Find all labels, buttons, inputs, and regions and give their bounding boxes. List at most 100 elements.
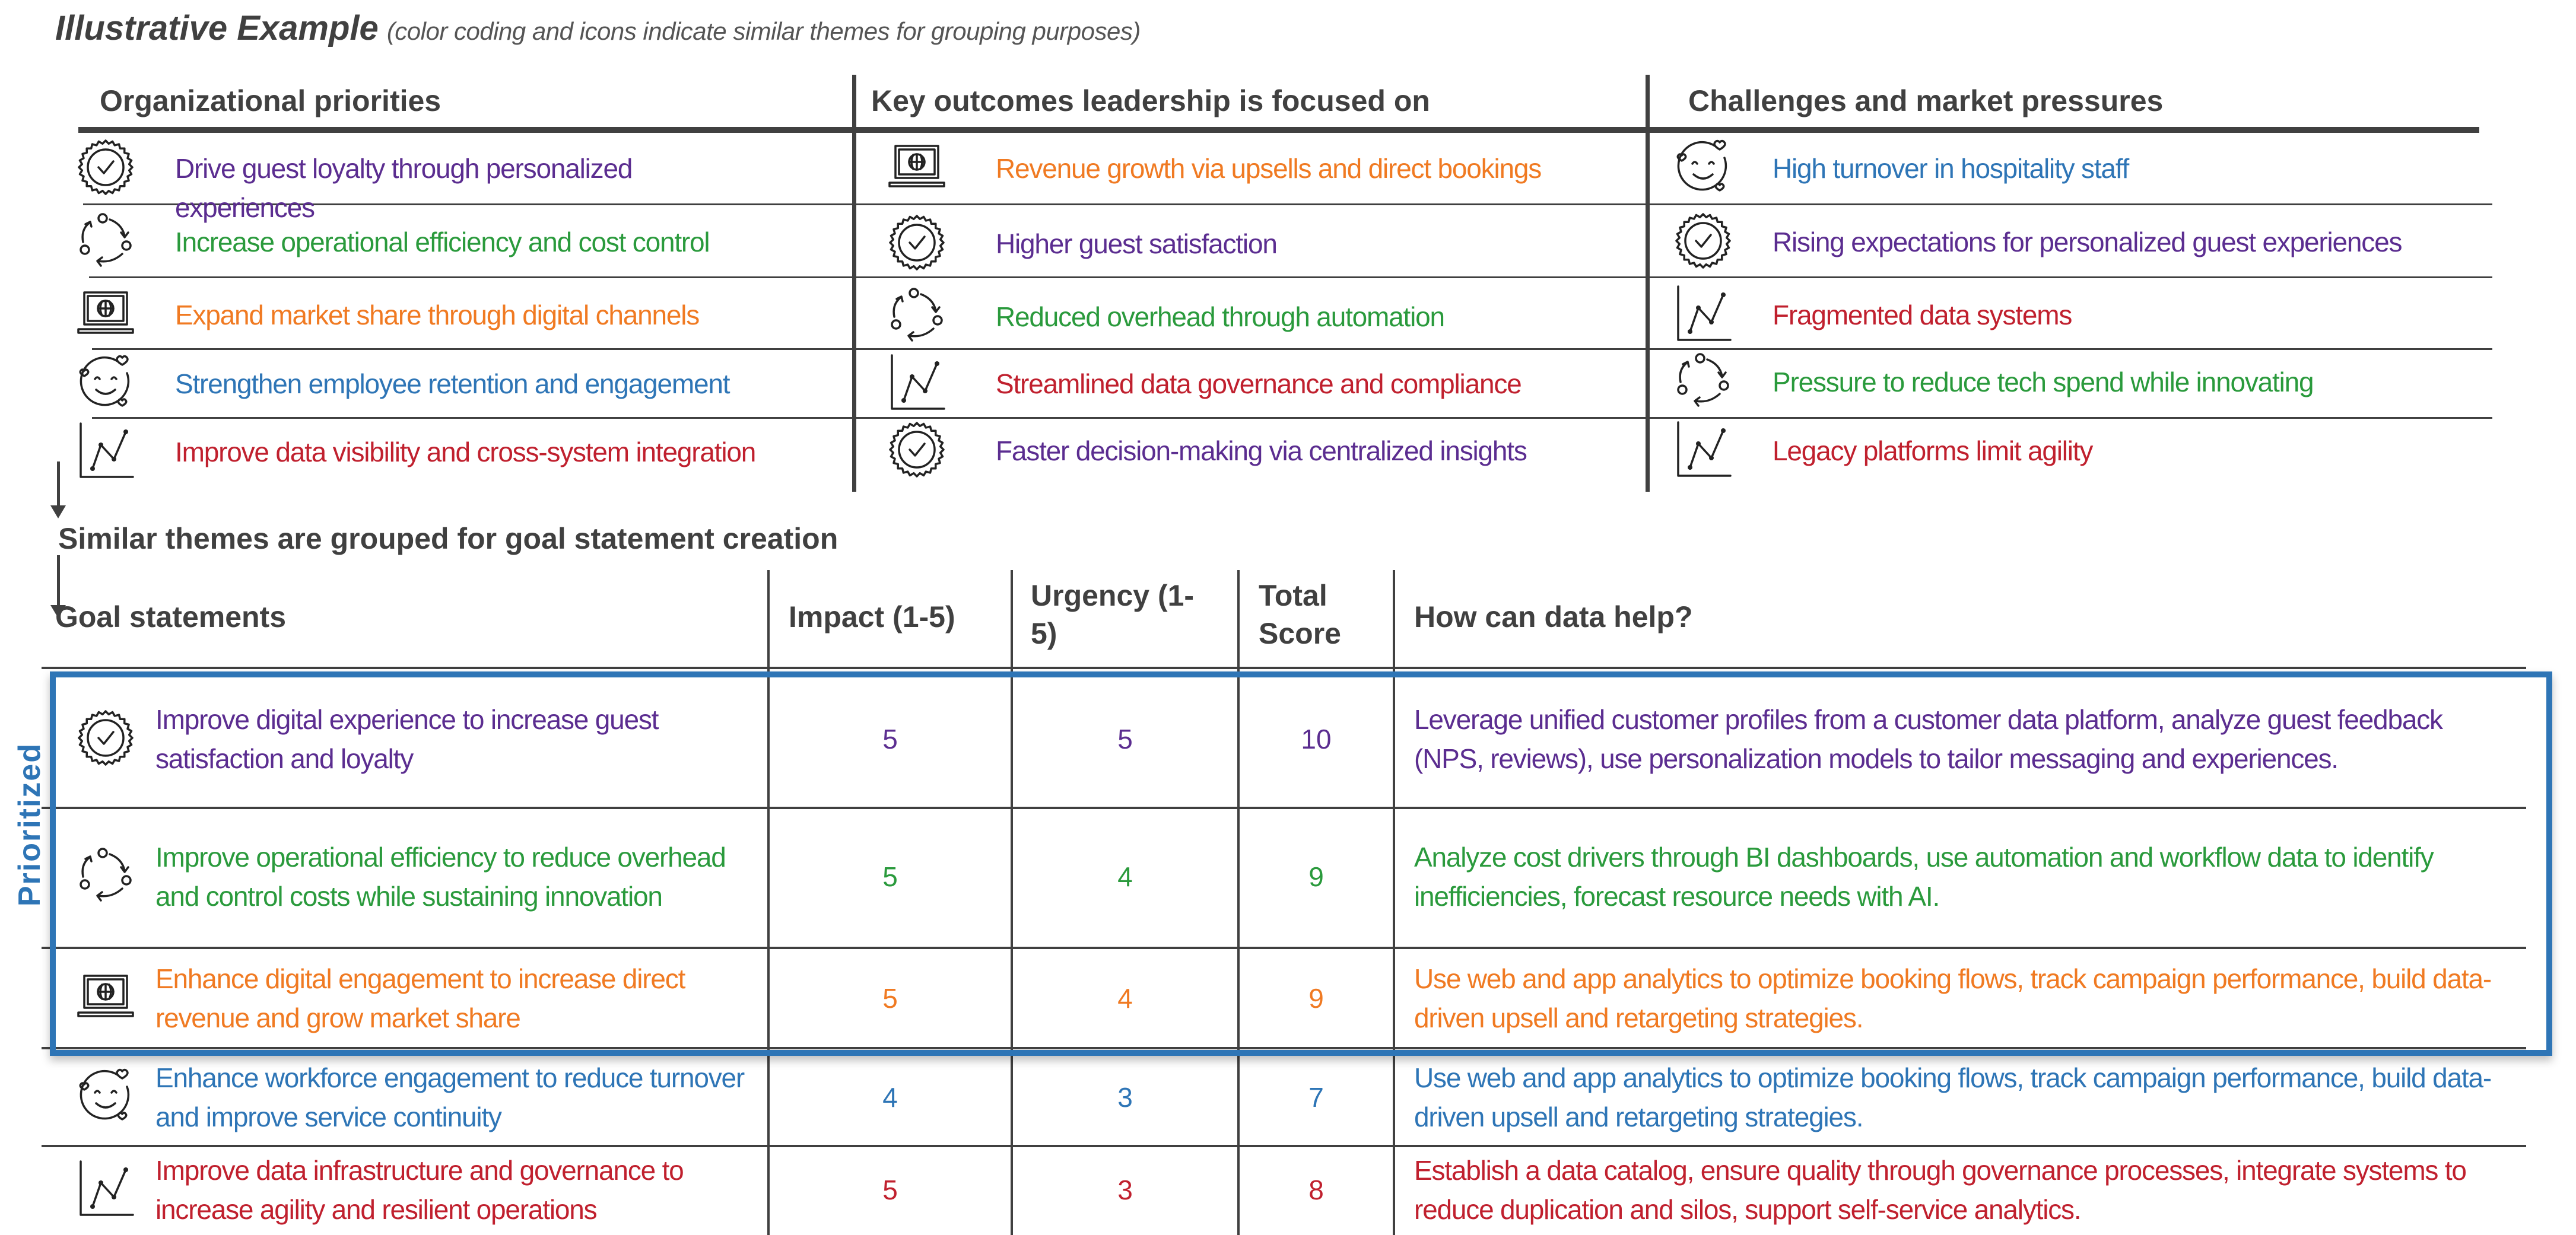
goal-text: Improve operational efficiency to reduce… <box>155 842 726 912</box>
badge-check-icon <box>1673 211 1733 270</box>
prioritized-box <box>50 671 2552 1056</box>
impact-value: 5 <box>882 1174 898 1205</box>
row-divider <box>89 276 852 278</box>
row-divider <box>1650 276 2492 278</box>
row-divider <box>856 417 1646 419</box>
subtitle: (color coding and icons indicate similar… <box>386 17 1141 45</box>
help-cell: Use web and app analytics to optimize bo… <box>1414 947 2500 1050</box>
badge-check-icon <box>76 138 135 197</box>
impact-value: 4 <box>882 1082 898 1113</box>
page-title: Illustrative Example (color coding and ic… <box>55 8 1141 48</box>
column-divider <box>1011 570 1013 1235</box>
line-chart-icon <box>1673 420 1733 479</box>
help-text: Leverage unified customer profiles from … <box>1414 704 2443 774</box>
cycle-arrows-icon <box>1673 351 1733 410</box>
total-value: 8 <box>1308 1174 1324 1205</box>
line-chart-icon <box>887 353 946 412</box>
urgency-value: 3 <box>1117 1082 1133 1113</box>
urgency-value: 3 <box>1117 1174 1133 1205</box>
impact-value: 5 <box>882 983 898 1014</box>
help-text: Use web and app analytics to optimize bo… <box>1414 963 2492 1033</box>
help-cell: Use web and app analytics to optimize bo… <box>1414 1050 2500 1145</box>
row-divider <box>42 807 2526 809</box>
total-header: Total Score <box>1259 579 1341 650</box>
list-item-text: Drive guest loyalty through personalized… <box>175 153 633 223</box>
goal-header: Goal statements <box>55 600 287 634</box>
help-text: Analyze cost drivers through BI dashboar… <box>1414 842 2434 912</box>
impact-value: 5 <box>882 724 898 755</box>
grouping-note: Similar themes are grouped for goal stat… <box>58 522 838 555</box>
help-cell: Leverage unified customer profiles from … <box>1414 671 2500 807</box>
goal-cell: Enhance digital engagement to increase d… <box>155 947 755 1050</box>
title-text: Illustrative Example <box>55 9 379 47</box>
urgency-value: 4 <box>1117 983 1133 1014</box>
help-text: Establish a data catalog, ensure quality… <box>1414 1155 2467 1225</box>
column-divider <box>1393 570 1395 1235</box>
line-chart-icon <box>1673 284 1733 343</box>
list-item-text: Expand market share through digital chan… <box>175 300 700 330</box>
impact-value: 5 <box>882 861 898 892</box>
list-item-text: Improve data visibility and cross-system… <box>175 437 756 467</box>
smiley-hearts-icon <box>76 353 135 412</box>
goal-cell: Improve operational efficiency to reduce… <box>155 807 755 947</box>
badge-check-icon <box>76 708 135 768</box>
goal-cell: Improve data infrastructure and governan… <box>155 1145 755 1235</box>
help-header: How can data help? <box>1414 600 1693 634</box>
urgency-value: 5 <box>1117 724 1133 755</box>
goal-text: Enhance workforce engagement to reduce t… <box>155 1062 745 1132</box>
list-item-text: Strengthen employee retention and engage… <box>175 368 730 399</box>
row-divider <box>1650 203 2492 205</box>
column-divider <box>1646 75 1650 492</box>
row-divider <box>856 203 1646 205</box>
total-value: 10 <box>1301 724 1332 755</box>
smiley-hearts-icon <box>1673 138 1733 197</box>
column-divider <box>1237 570 1240 1235</box>
cycle-arrows-icon <box>76 211 135 270</box>
row-divider <box>92 417 852 419</box>
help-cell: Establish a data catalog, ensure quality… <box>1414 1145 2500 1235</box>
row-divider <box>42 947 2526 949</box>
list-item-text: Revenue growth via upsells and direct bo… <box>996 153 1542 184</box>
down-arrow-icon <box>50 461 66 518</box>
list-item-text: Faster decision-making via centralized i… <box>996 435 1527 466</box>
list-item-text: Rising expectations for personalized gue… <box>1773 227 2402 257</box>
header-underline <box>78 127 2479 133</box>
row-divider <box>42 1145 2526 1147</box>
impact-header: Impact (1-5) <box>789 600 955 634</box>
list-item-text: Legacy platforms limit agility <box>1773 435 2093 466</box>
column-header: Challenges and market pressures <box>1688 84 2164 117</box>
row-divider <box>1650 348 2492 350</box>
down-arrow-icon <box>50 555 66 618</box>
list-item-text: Increase operational efficiency and cost… <box>175 227 710 257</box>
goal-text: Improve data infrastructure and governan… <box>155 1155 684 1225</box>
list-item-text: Fragmented data systems <box>1773 300 2072 330</box>
goal-cell: Improve digital experience to increase g… <box>155 671 755 807</box>
urgency-value: 4 <box>1117 861 1133 892</box>
row-divider <box>856 348 1646 350</box>
column-header: Key outcomes leadership is focused on <box>871 84 1430 117</box>
total-value: 7 <box>1308 1082 1324 1113</box>
urgency-header: Urgency (1-5) <box>1031 579 1195 650</box>
row-divider <box>42 1047 2526 1049</box>
goal-text: Enhance digital engagement to increase d… <box>155 963 685 1033</box>
smiley-hearts-icon <box>76 1067 135 1126</box>
laptop-globe-icon <box>887 138 946 197</box>
badge-check-icon <box>887 213 946 272</box>
list-item-text: Reduced overhead through automation <box>996 301 1445 332</box>
row-divider <box>92 348 852 350</box>
badge-check-icon <box>887 420 946 479</box>
laptop-globe-icon <box>76 967 135 1027</box>
list-item-text: Pressure to reduce tech spend while inno… <box>1773 367 2314 397</box>
goal-text: Improve digital experience to increase g… <box>155 704 659 774</box>
help-text: Use web and app analytics to optimize bo… <box>1414 1062 2492 1132</box>
header-underline <box>42 667 2526 669</box>
row-divider <box>1650 417 2492 419</box>
total-value: 9 <box>1308 983 1324 1014</box>
column-divider <box>767 570 770 1235</box>
list-item-text: High turnover in hospitality staff <box>1773 153 2129 184</box>
cycle-arrows-icon <box>76 846 135 905</box>
goal-cell: Enhance workforce engagement to reduce t… <box>155 1050 755 1145</box>
column-divider <box>852 75 856 492</box>
list-item-text: Higher guest satisfaction <box>996 228 1278 259</box>
line-chart-icon <box>76 421 135 480</box>
